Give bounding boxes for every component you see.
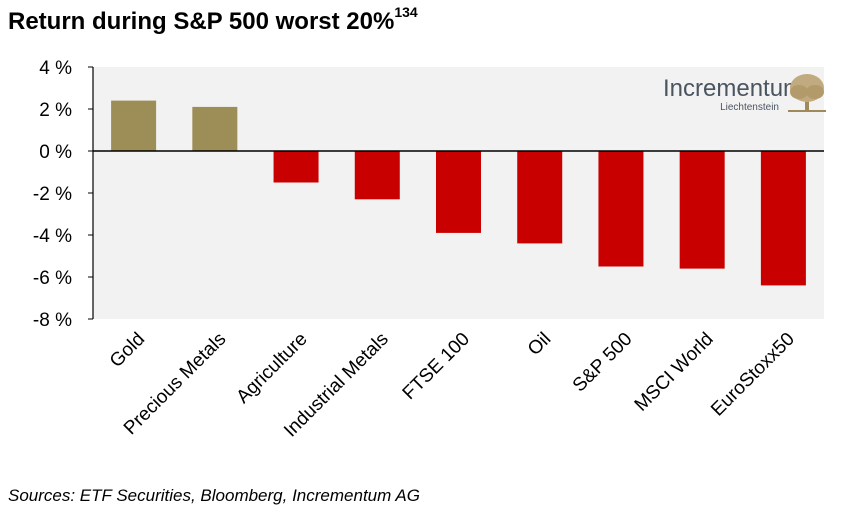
bar bbox=[517, 151, 563, 244]
x-category-label: Oil bbox=[524, 329, 555, 360]
incrementum-logo: Incrementum Liechtenstein bbox=[663, 74, 826, 113]
y-axis: 4 % 2 % 0 % -2 % -4 % -6 % -8 % bbox=[33, 58, 94, 331]
x-category-label: MSCI World bbox=[631, 329, 718, 416]
source-note: Sources: ETF Securities, Bloomberg, Incr… bbox=[8, 486, 420, 505]
x-category-label: FTSE 100 bbox=[399, 329, 474, 404]
bar bbox=[436, 151, 481, 233]
x-category-label: Gold bbox=[106, 329, 149, 372]
x-category-label: Agriculture bbox=[233, 329, 312, 408]
y-tick-label: -4 % bbox=[33, 226, 72, 247]
chart-title-text: Return during S&P 500 worst 20% bbox=[8, 8, 395, 35]
y-tick-label: 2 % bbox=[39, 100, 72, 121]
bar bbox=[273, 151, 319, 183]
bar bbox=[354, 151, 400, 200]
bar bbox=[192, 106, 238, 151]
y-tick-label: -2 % bbox=[33, 184, 72, 205]
chart-title: Return during S&P 500 worst 20%134 bbox=[8, 4, 418, 36]
bar bbox=[111, 100, 157, 151]
y-tick-label: 4 % bbox=[39, 58, 72, 79]
y-tick-label: -6 % bbox=[33, 268, 72, 289]
x-category-label: EuroStoxx50 bbox=[707, 329, 799, 421]
logo-name: Incrementum bbox=[663, 75, 803, 102]
y-tick-label: -8 % bbox=[33, 310, 72, 331]
bars bbox=[93, 100, 824, 286]
tree-icon bbox=[788, 74, 826, 112]
logo-subtitle: Liechtenstein bbox=[720, 102, 779, 113]
bar bbox=[679, 151, 725, 269]
title-footnote: 134 bbox=[394, 4, 418, 20]
bar bbox=[598, 151, 644, 267]
y-tick-label: 0 % bbox=[39, 142, 72, 163]
bar bbox=[760, 151, 806, 286]
x-category-label: S&P 500 bbox=[569, 329, 637, 397]
